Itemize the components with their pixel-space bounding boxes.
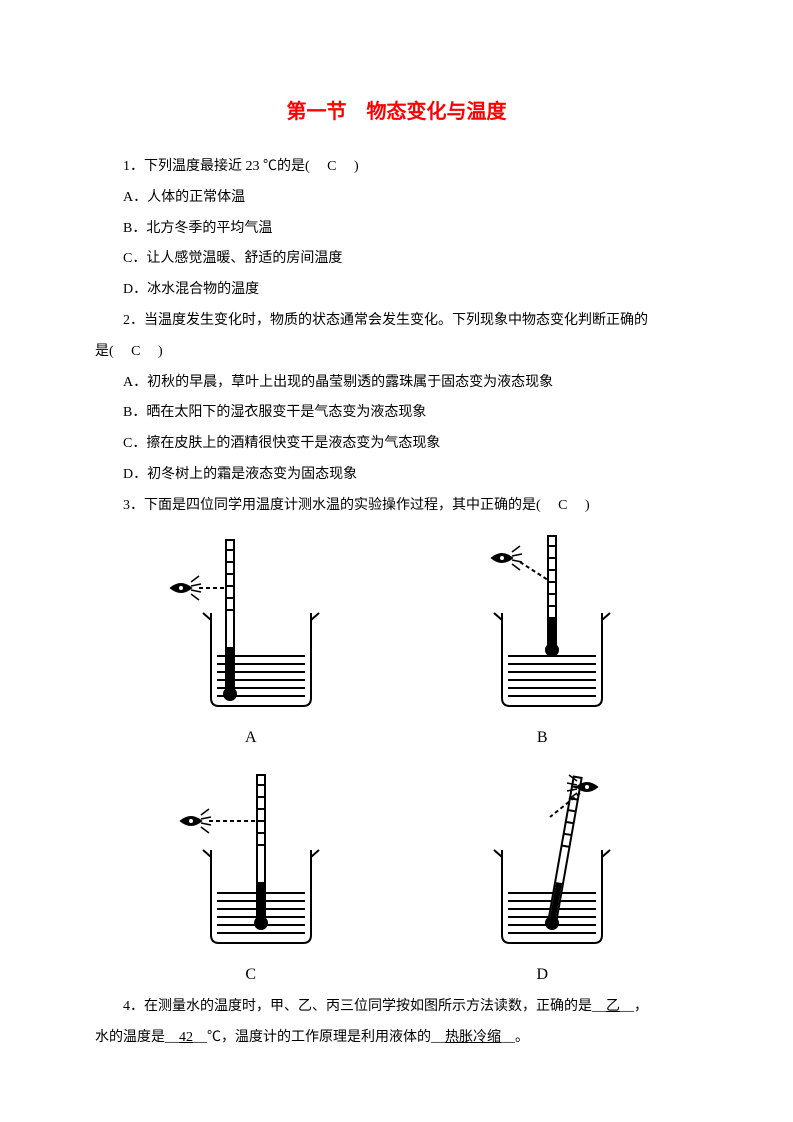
q3-figures: A: [95, 528, 698, 992]
figure-c-label: C: [245, 957, 256, 992]
q4-line2: 水的温度是__42__℃，温度计的工作原理是利用液体的__热胀冷缩__。: [95, 1023, 698, 1054]
thermometer-diagram-a-icon: [141, 528, 361, 718]
figure-b: B: [427, 528, 659, 755]
q2-stem-a: 2．当温度发生变化时，物质的状态通常会发生变化。下列现象中物态变化判断正确的: [95, 306, 698, 337]
figure-b-label: B: [537, 720, 548, 755]
figure-a: A: [135, 528, 367, 755]
q1-opt-d: D．冰水混合物的温度: [95, 275, 698, 306]
q4-mid2: __℃，温度计的工作原理是利用液体的__: [193, 1030, 445, 1045]
q1-opt-c: C．让人感觉温暖、舒适的房间温度: [95, 244, 698, 275]
q4-end: __。: [501, 1030, 529, 1045]
q2-opt-b: B．晒在太阳下的湿衣服变干是气态变为液态现象: [95, 398, 698, 429]
q4-blank1: 乙: [606, 999, 620, 1014]
q2-stem-b: 是( C ): [95, 337, 698, 368]
q1-opt-a: A．人体的正常体温: [95, 183, 698, 214]
q4-line2a: 水的温度是__: [95, 1030, 179, 1045]
q2-opt-d: D．初冬树上的霜是液态变为固态现象: [95, 460, 698, 491]
figure-c: C: [135, 765, 367, 992]
page: 第一节 物态变化与温度 1．下列温度最接近 23 ℃的是( C ) A．人体的正…: [0, 0, 793, 1122]
q4-blank2: 42: [179, 1030, 193, 1045]
thermometer-diagram-d-icon: [432, 765, 652, 955]
q4-mid1: __，: [620, 999, 648, 1014]
q1-stem: 1．下列温度最接近 23 ℃的是( C ): [95, 152, 698, 183]
figure-d: D: [427, 765, 659, 992]
q3-stem: 3．下面是四位同学用温度计测水温的实验操作过程，其中正确的是( C ): [95, 491, 698, 522]
q4-line1: 4．在测量水的温度时，甲、乙、丙三位同学按如图所示方法读数，正确的是__乙__，: [95, 992, 698, 1023]
q1-opt-b: B．北方冬季的平均气温: [95, 214, 698, 245]
q4-blank3: 热胀冷缩: [445, 1030, 501, 1045]
q2-opt-a: A．初秋的早晨，草叶上出现的晶莹剔透的露珠属于固态变为液态现象: [95, 368, 698, 399]
q4-pre: 4．在测量水的温度时，甲、乙、丙三位同学按如图所示方法读数，正确的是__: [123, 999, 606, 1014]
thermometer-diagram-c-icon: [141, 765, 361, 955]
figure-d-label: D: [536, 957, 548, 992]
figure-a-label: A: [245, 720, 257, 755]
q2-opt-c: C．擦在皮肤上的酒精很快变干是液态变为气态现象: [95, 429, 698, 460]
section-title: 第一节 物态变化与温度: [95, 90, 698, 134]
thermometer-diagram-b-icon: [432, 528, 652, 718]
